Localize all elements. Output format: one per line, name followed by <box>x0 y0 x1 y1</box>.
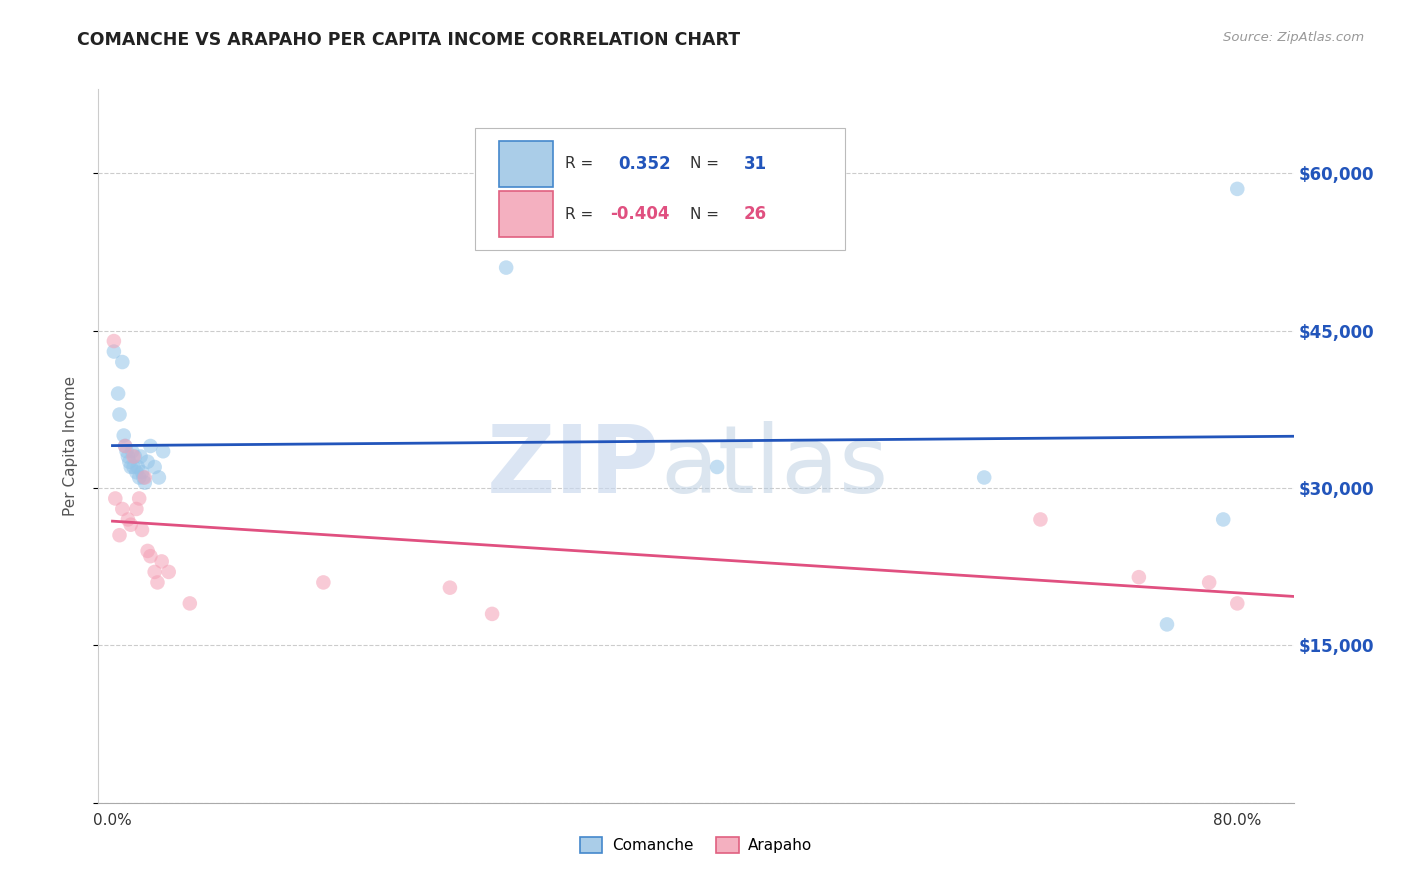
Point <box>115 444 138 458</box>
Point <box>117 450 139 464</box>
Point <box>152 444 174 458</box>
Point <box>439 581 461 595</box>
Point <box>122 450 145 464</box>
Point <box>127 460 149 475</box>
Point <box>1029 512 1052 526</box>
Text: Source: ZipAtlas.com: Source: ZipAtlas.com <box>1223 31 1364 45</box>
Point <box>128 491 150 506</box>
Point <box>114 439 136 453</box>
Point <box>136 455 159 469</box>
Point <box>124 450 146 464</box>
Point <box>157 565 180 579</box>
Text: R =: R = <box>565 156 593 171</box>
Point <box>129 450 152 464</box>
Text: N =: N = <box>690 207 718 222</box>
Point <box>108 528 131 542</box>
Point <box>125 502 148 516</box>
Y-axis label: Per Capita Income: Per Capita Income <box>63 376 77 516</box>
Point <box>132 470 155 484</box>
Point <box>495 260 517 275</box>
Point <box>179 596 201 610</box>
Text: R =: R = <box>565 207 593 222</box>
Point <box>112 428 135 442</box>
Point <box>1226 596 1249 610</box>
Point <box>104 491 127 506</box>
Text: N =: N = <box>690 156 718 171</box>
Point <box>107 386 129 401</box>
FancyBboxPatch shape <box>499 191 553 237</box>
Point <box>312 575 335 590</box>
Point <box>134 470 156 484</box>
Point <box>139 439 162 453</box>
Point <box>973 470 995 484</box>
Point <box>481 607 503 621</box>
Text: 26: 26 <box>744 205 766 223</box>
Text: -0.404: -0.404 <box>610 205 669 223</box>
Point <box>120 517 142 532</box>
Point <box>111 502 134 516</box>
Text: 31: 31 <box>744 155 766 173</box>
Text: COMANCHE VS ARAPAHO PER CAPITA INCOME CORRELATION CHART: COMANCHE VS ARAPAHO PER CAPITA INCOME CO… <box>77 31 741 49</box>
Point <box>111 355 134 369</box>
Point <box>122 460 145 475</box>
Point <box>128 470 150 484</box>
Point <box>1226 182 1249 196</box>
Point <box>150 554 173 568</box>
Point <box>103 344 125 359</box>
Point <box>1198 575 1220 590</box>
Point <box>121 444 143 458</box>
Text: ZIP: ZIP <box>488 421 661 514</box>
FancyBboxPatch shape <box>499 141 553 187</box>
Point <box>139 549 162 564</box>
Text: atlas: atlas <box>661 421 889 514</box>
Point <box>1156 617 1178 632</box>
Point <box>706 460 728 475</box>
Point <box>136 544 159 558</box>
Point <box>148 470 170 484</box>
Point <box>120 460 142 475</box>
Point <box>1212 512 1234 526</box>
Point <box>143 460 166 475</box>
Point <box>134 475 156 490</box>
Text: 0.352: 0.352 <box>619 155 671 173</box>
Point <box>125 465 148 479</box>
Point <box>117 512 139 526</box>
Point <box>118 455 141 469</box>
Point <box>131 523 153 537</box>
Legend: Comanche, Arapaho: Comanche, Arapaho <box>574 831 818 859</box>
Point <box>108 408 131 422</box>
Point <box>103 334 125 348</box>
Point <box>1128 570 1150 584</box>
Point <box>143 565 166 579</box>
FancyBboxPatch shape <box>475 128 845 250</box>
Point <box>146 575 169 590</box>
Point <box>114 439 136 453</box>
Point <box>131 465 153 479</box>
